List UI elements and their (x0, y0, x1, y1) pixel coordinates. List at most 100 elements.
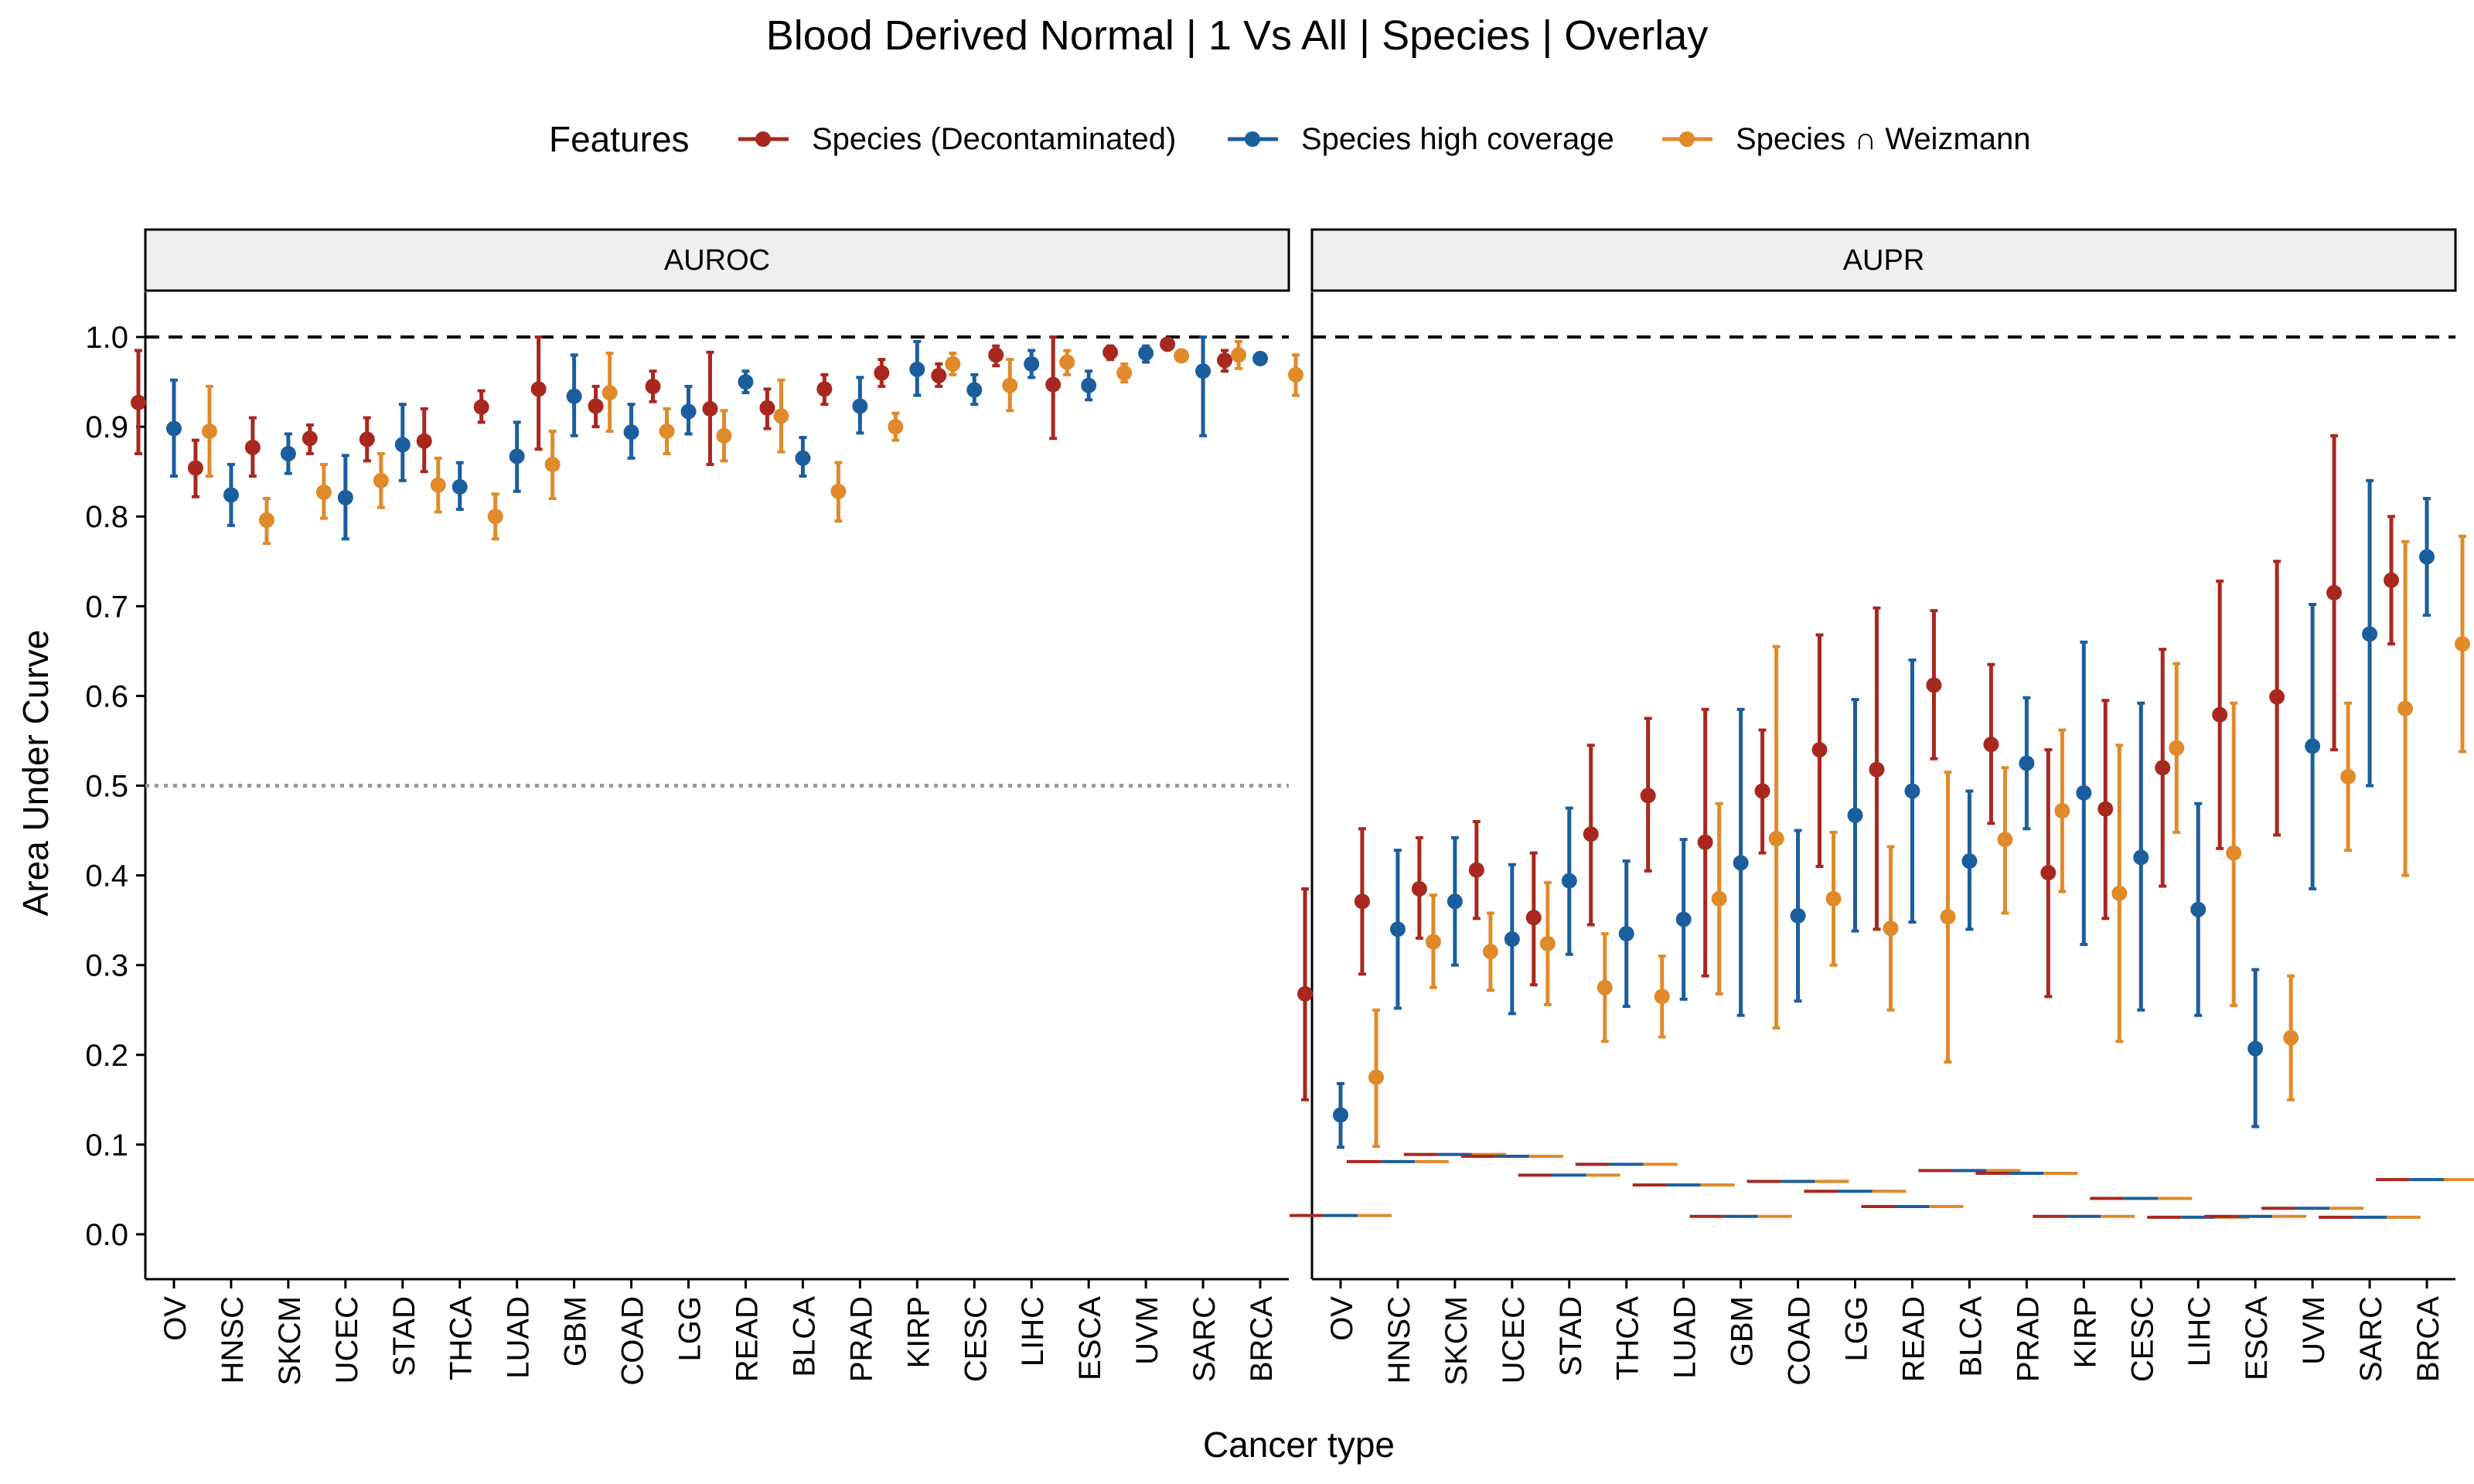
data-point-0-0-stad (359, 431, 375, 448)
data-point-0-1-uvm (1138, 345, 1154, 361)
data-point-0-0-sarc (1160, 336, 1176, 352)
x-tick-label-0-19: BRCA (1245, 1296, 1279, 1382)
data-point-1-2-uvm (2340, 768, 2356, 785)
x-tick-label-0-14: CESC (959, 1296, 993, 1382)
x-tick-label-1-9: LGG (1840, 1296, 1874, 1361)
data-point-0-0-ucec (302, 431, 318, 447)
y-tick-label-10: 1.0 (85, 321, 128, 355)
data-point-0-1-prad (852, 398, 868, 414)
data-point-0-1-stad (394, 437, 411, 453)
data-point-0-2-thca (487, 509, 503, 525)
data-point-1-1-uvm (2305, 738, 2321, 754)
x-tick-label-0-2: SKCM (273, 1296, 307, 1386)
x-tick-label-0-12: PRAD (844, 1296, 878, 1382)
y-tick-label-5: 0.5 (85, 770, 128, 804)
x-tick-label-0-0: OV (158, 1296, 193, 1341)
data-point-0-0-ov (130, 394, 146, 410)
data-point-1-1-lihc (2190, 901, 2206, 917)
data-point-0-1-ov (165, 420, 182, 437)
data-point-1-2-lihc (2226, 845, 2242, 861)
data-point-1-2-luad (1711, 890, 1727, 907)
data-point-0-2-skcm (315, 484, 332, 500)
data-point-0-1-lihc (1024, 356, 1040, 372)
data-point-1-0-sarc (2326, 584, 2343, 601)
x-tick-label-0-1: HNSC (216, 1296, 250, 1384)
data-point-0-1-blca (795, 450, 811, 466)
facet-strip-label-0: AUROC (664, 244, 770, 277)
data-point-1-0-skcm (1411, 881, 1427, 897)
data-point-1-2-coad (1825, 890, 1842, 907)
data-point-1-1-prad (2019, 755, 2035, 771)
x-tick-label-0-16: ESCA (1073, 1296, 1107, 1380)
data-point-1-1-read (1904, 783, 1920, 799)
data-point-0-2-luad (544, 456, 561, 472)
data-point-0-2-prad (888, 419, 904, 435)
y-tick-label-3: 0.3 (85, 949, 128, 983)
data-point-0-0-coad (588, 398, 604, 414)
y-tick-label-0: 0.0 (85, 1218, 128, 1252)
data-point-1-2-gbm (1768, 830, 1784, 846)
data-point-0-0-lgg (645, 378, 661, 394)
data-point-1-2-cesc (2169, 740, 2185, 756)
x-tick-label-1-13: KIRP (2068, 1296, 2102, 1368)
x-tick-label-1-3: UCEC (1497, 1296, 1531, 1384)
x-tick-label-1-7: GBM (1726, 1296, 1760, 1367)
chart-title: Blood Derived Normal | 1 Vs All | Specie… (766, 12, 1709, 59)
data-point-1-0-cesc (2097, 801, 2114, 817)
data-point-0-1-brca (1252, 350, 1269, 366)
data-point-0-2-sarc (1231, 347, 1247, 363)
y-axis: 0.0 0.1 0.2 0.3 0.4 0.5 0.6 0.7 0.8 0.9 1.0 (85, 321, 145, 1252)
data-point-1-1-lgg (1847, 807, 1863, 823)
data-point-1-0-uvm (2269, 689, 2285, 705)
data-point-0-0-luad (473, 399, 489, 415)
data-point-0-1-hnsc (223, 487, 239, 503)
data-point-0-1-coad (623, 424, 639, 441)
data-point-1-1-stad (1561, 873, 1577, 889)
x-tick-label-1-15: LIHC (2183, 1296, 2217, 1367)
data-point-1-1-hnsc (1389, 921, 1406, 938)
data-point-0-1-gbm (566, 388, 582, 404)
data-point-1-0-ucec (1468, 862, 1484, 878)
y-tick-label-9: 0.9 (85, 410, 128, 444)
data-point-1-1-cesc (2133, 849, 2149, 866)
x-tick-label-0-6: LUAD (502, 1296, 536, 1379)
data-point-0-2-uvm (1174, 348, 1190, 364)
x-tick-label-0-7: GBM (559, 1296, 593, 1367)
panel-aupr: AUPR OV HNSC SKCM UCEC STAD THCA LUAD GBM COAD LGG… (1289, 228, 2474, 1386)
legend-entry-1: Species high coverage (1228, 122, 1614, 156)
x-tick-label-0-17: UVM (1130, 1296, 1164, 1365)
data-point-0-2-gbm (601, 385, 618, 401)
data-point-1-0-prad (1983, 737, 1999, 753)
data-point-1-0-hnsc (1354, 893, 1370, 910)
x-tick-label-0-9: LGG (673, 1296, 707, 1361)
data-point-0-1-skcm (280, 445, 296, 461)
data-point-1-0-luad (1640, 788, 1656, 804)
x-tick-label-1-14: CESC (2125, 1296, 2159, 1382)
y-tick-label-8: 0.8 (85, 500, 128, 534)
data-point-1-0-read (1869, 761, 1885, 778)
data-point-1-2-blca (1997, 832, 2013, 848)
y-tick-label-6: 0.6 (85, 679, 128, 713)
data-point-1-2-stad (1597, 979, 1613, 996)
legend-key-point-0 (755, 131, 771, 147)
data-point-1-0-stad (1525, 910, 1542, 926)
data-point-1-0-esca (2212, 706, 2228, 723)
data-point-1-2-esca (2283, 1030, 2299, 1046)
data-point-1-0-thca (1583, 826, 1599, 842)
data-point-1-1-kirp (2076, 785, 2092, 801)
data-point-1-1-skcm (1447, 893, 1463, 910)
data-point-1-1-ucec (1504, 931, 1520, 948)
x-tick-label-1-19: BRCA (2411, 1296, 2445, 1382)
data-point-0-0-prad (816, 381, 833, 397)
facet-strip-0 (144, 228, 1290, 292)
x-tick-label-0-18: SARC (1188, 1296, 1222, 1382)
data-point-1-2-hnsc (1425, 934, 1441, 950)
data-point-1-0-coad (1754, 783, 1770, 799)
data-point-1-2-sarc (2397, 700, 2414, 716)
data-point-1-1-sarc (2362, 626, 2378, 642)
data-point-0-1-luad (509, 448, 525, 465)
data-point-0-0-kirp (874, 365, 890, 381)
data-point-0-1-esca (1081, 377, 1097, 393)
data-point-1-1-thca (1618, 926, 1634, 942)
x-tick-label-1-10: READ (1896, 1296, 1930, 1382)
